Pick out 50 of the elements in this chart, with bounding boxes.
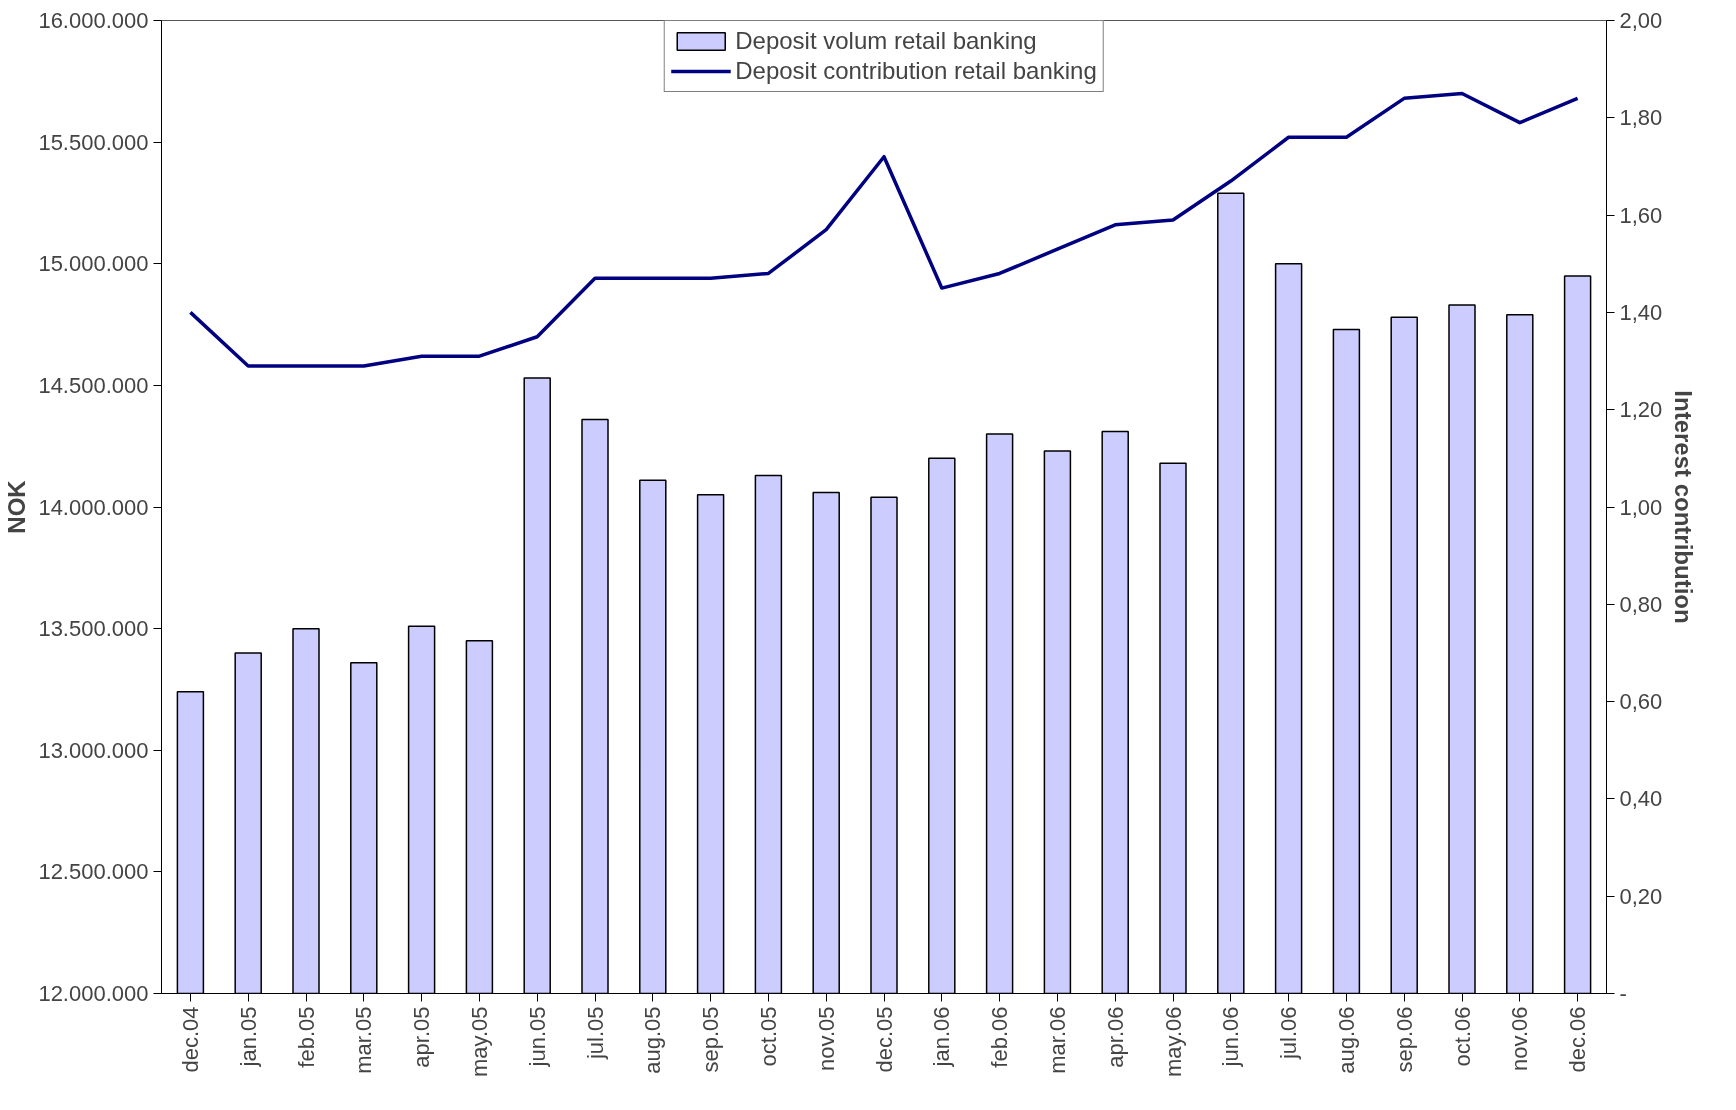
y-tick-label: 13.500.000 [38,616,149,642]
x-tick-label: jan.06 [929,1006,955,1068]
x-tick-label: mar.06 [1044,1006,1070,1074]
y-tick-label: 16.000.000 [38,8,149,33]
y2-tick-label: - [1619,981,1627,1006]
x-tick-label: aug.05 [640,1006,666,1074]
y2-tick-label: 0,20 [1619,883,1663,909]
x-tick-label: dec.06 [1565,1006,1591,1073]
y2-tick-label: 1,20 [1619,397,1663,423]
y-tick-label: 12.000.000 [38,981,149,1006]
x-tick-label: jan.05 [235,1006,261,1068]
x-tick-label: aug.06 [1333,1006,1359,1074]
x-tick-label: sep.05 [698,1006,724,1073]
y-tick-label: 15.000.000 [38,251,149,277]
legend-label: Deposit contribution retail banking [735,57,1097,85]
x-tick-label: oct.05 [755,1006,781,1067]
x-tick-label: nov.05 [813,1006,839,1071]
y2-tick-label: 0,60 [1619,689,1663,715]
x-tick-label: apr.06 [1102,1006,1128,1068]
x-tick-label: jul.05 [582,1006,608,1061]
x-tick-label: sep.06 [1391,1006,1417,1073]
y2-tick-label: 1,40 [1619,299,1663,325]
y-tick-label: 15.500.000 [38,129,149,155]
x-tick-label: dec.05 [871,1006,897,1073]
x-tick-label: may.05 [466,1006,492,1078]
y2-tick-label: 1,00 [1619,494,1663,520]
legend-label: Deposit volum retail banking [735,27,1037,55]
y2-tick-label: 1,80 [1619,105,1663,131]
x-tick-label: mar.05 [351,1006,377,1074]
x-tick-label: feb.05 [293,1006,319,1068]
x-tick-label: dec.04 [177,1006,203,1073]
x-tick-label: jun.06 [1218,1006,1244,1068]
y-axis-title: NOK [3,479,31,534]
y-tick-label: 14.500.000 [38,372,149,398]
y-tick-label: 13.000.000 [38,737,149,763]
x-tick-label: apr.05 [409,1006,435,1068]
x-tick-label: nov.06 [1507,1006,1533,1071]
x-tick-label: jun.05 [524,1006,550,1068]
line-series [188,91,1580,368]
x-tick-label: jul.06 [1276,1006,1302,1061]
y2-tick-label: 0,80 [1619,591,1663,617]
x-tick-label: may.06 [1160,1006,1186,1078]
y2-tick-label: 2,00 [1619,8,1663,33]
y2-tick-label: 0,40 [1619,786,1663,812]
y2-tick-label: 1,60 [1619,202,1663,228]
y-tick-label: 12.500.000 [38,859,149,885]
x-tick-label: feb.06 [987,1006,1013,1068]
y2-axis-title: Interest contribution [1670,390,1698,624]
x-tick-label: oct.06 [1449,1006,1475,1067]
y-tick-label: 14.000.000 [38,494,149,520]
